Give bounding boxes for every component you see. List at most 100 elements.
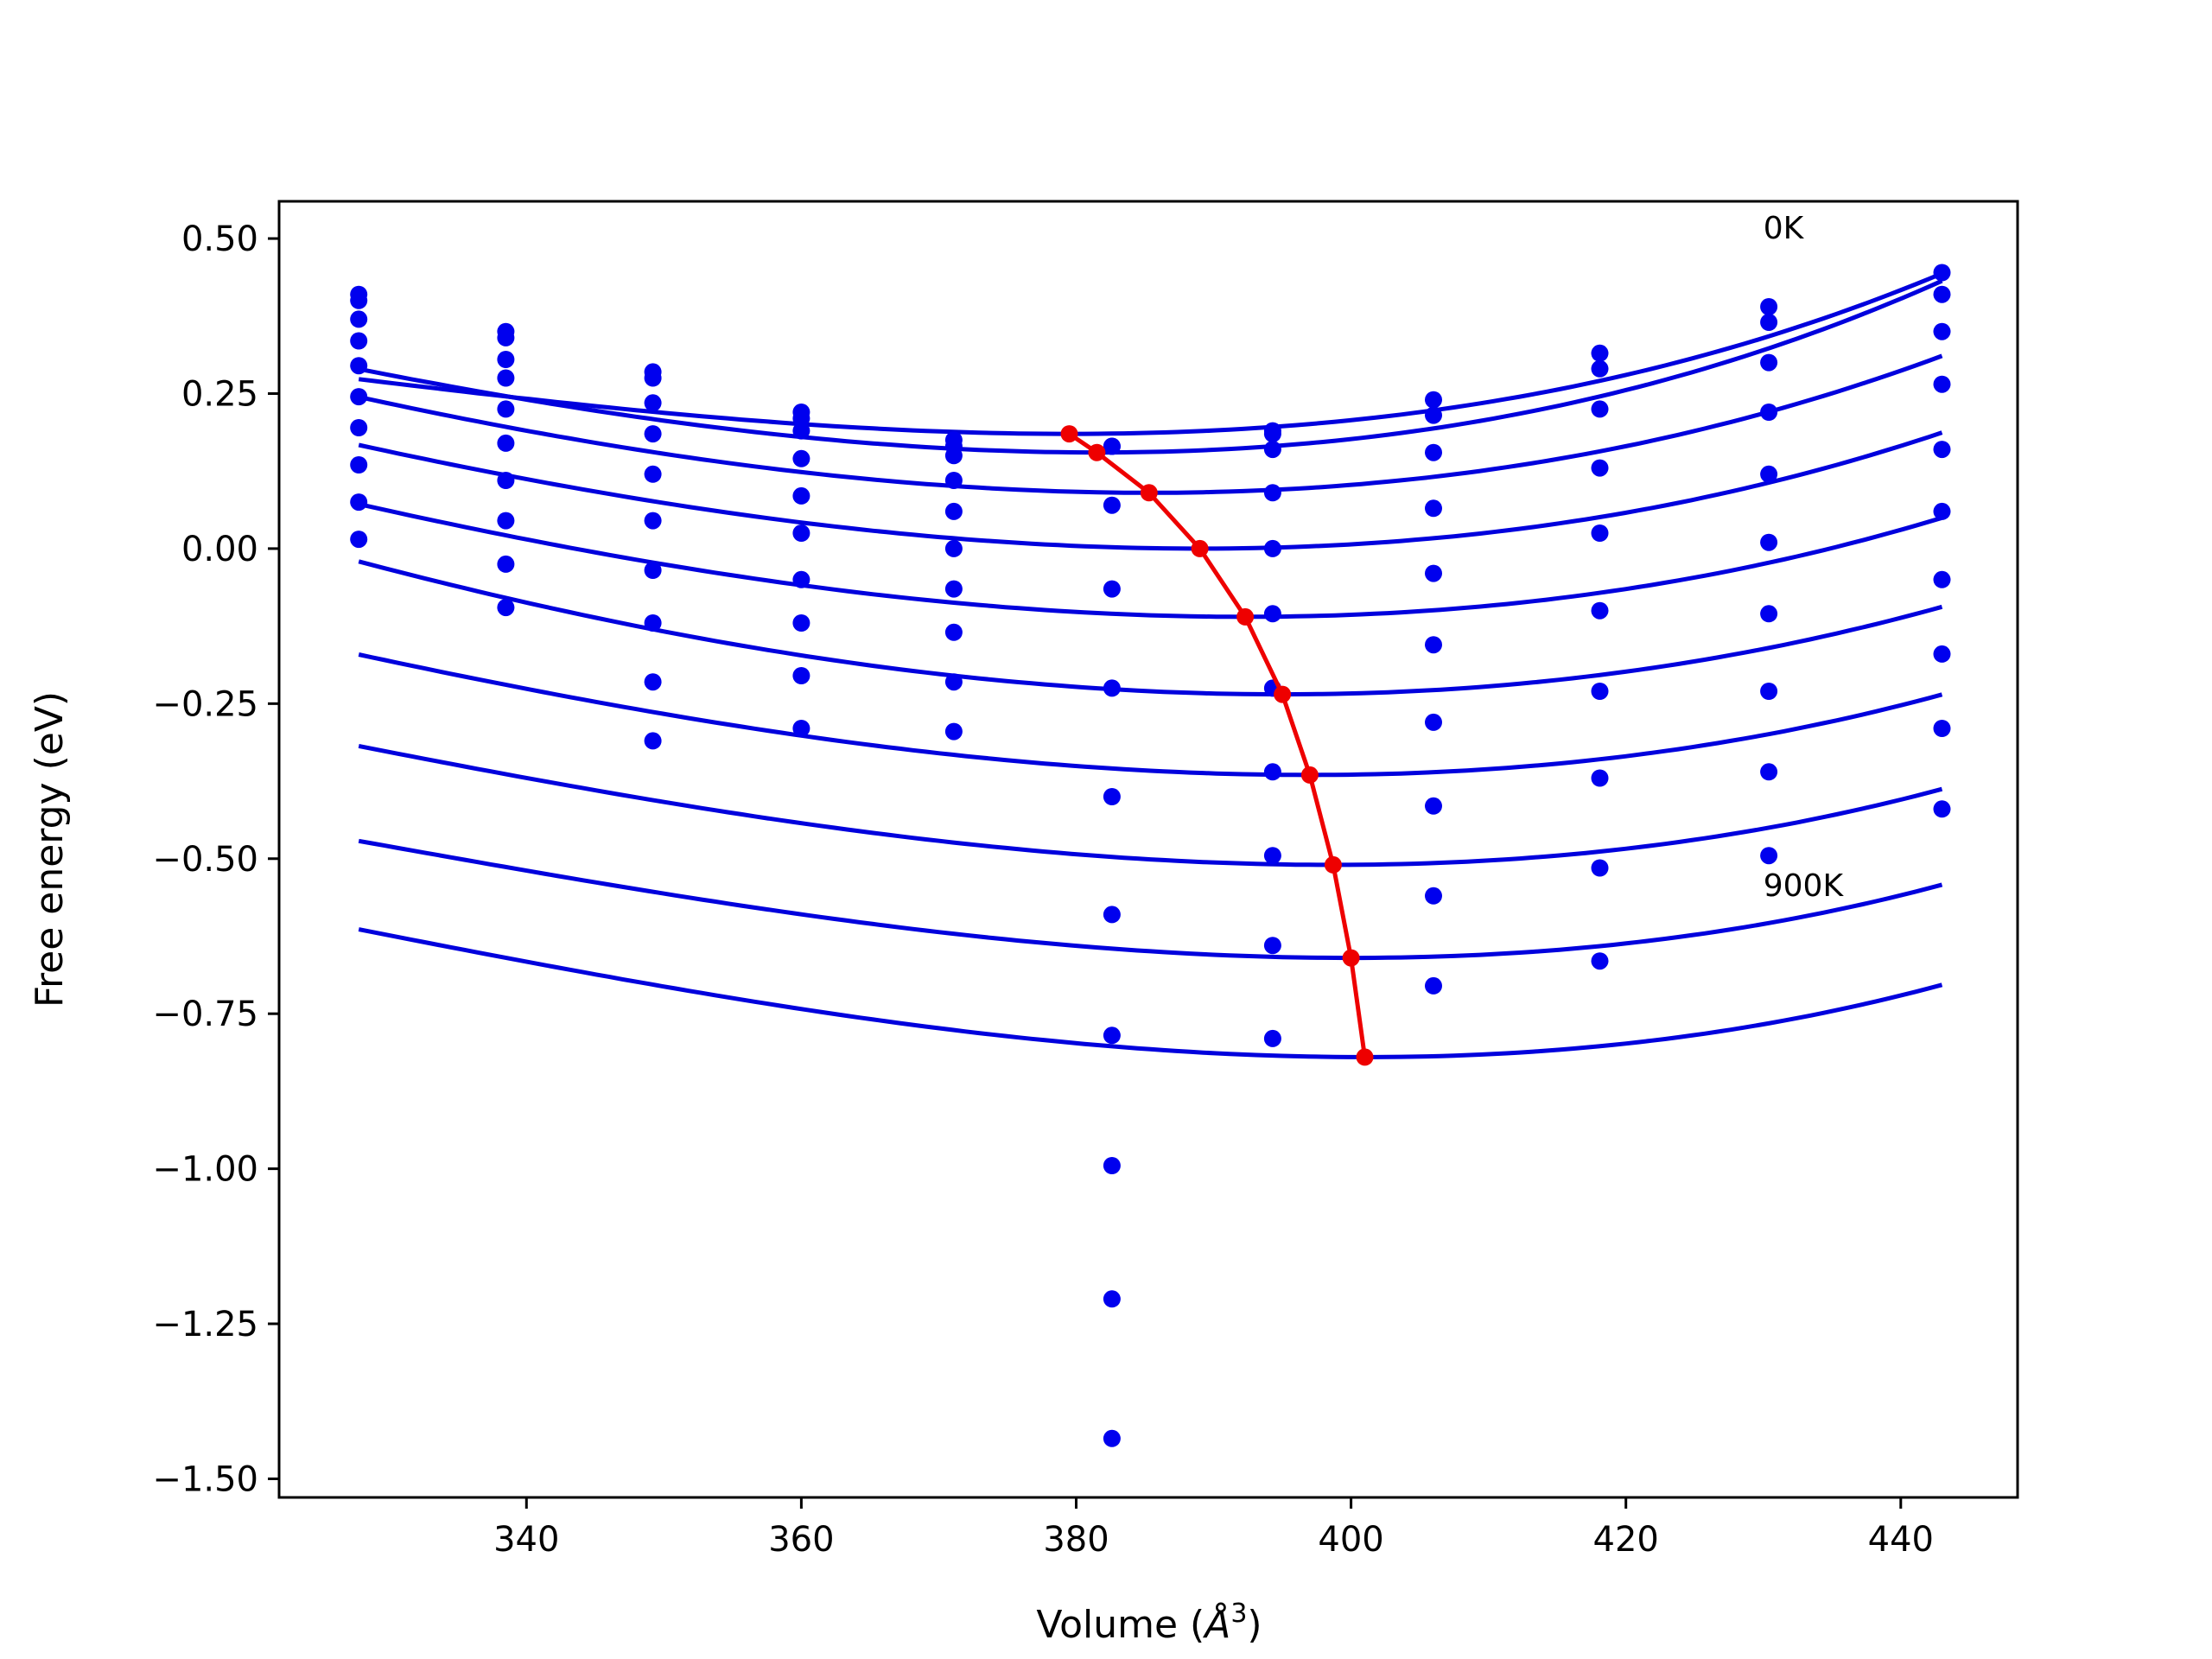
data-point bbox=[944, 722, 963, 741]
data-point bbox=[792, 667, 810, 684]
data-point bbox=[792, 524, 810, 542]
data-point bbox=[792, 614, 810, 632]
data-point bbox=[350, 493, 368, 512]
data-point bbox=[1933, 570, 1951, 588]
data-point bbox=[1760, 763, 1778, 781]
data-point bbox=[1263, 1029, 1281, 1047]
data-point bbox=[944, 472, 963, 489]
data-points bbox=[350, 264, 1951, 1447]
data-point bbox=[1933, 800, 1951, 818]
data-point bbox=[644, 732, 662, 750]
data-point bbox=[1425, 564, 1442, 582]
data-point bbox=[1103, 679, 1121, 697]
fit-curve-9 bbox=[358, 927, 1943, 1059]
data-point bbox=[1425, 887, 1442, 905]
data-point bbox=[1425, 391, 1442, 409]
data-point bbox=[1425, 797, 1442, 815]
y-axis-ticks: 0.50 0.25 0.00 −0.25 −0.50 −0.75 −1.00 −1.25 −1.… bbox=[152, 219, 279, 1499]
minimum-path-point bbox=[1300, 766, 1319, 784]
data-point bbox=[350, 357, 368, 375]
data-point bbox=[944, 623, 963, 641]
data-point bbox=[1760, 298, 1778, 315]
fit-curves bbox=[358, 271, 1943, 1059]
data-point bbox=[1591, 683, 1609, 700]
data-point bbox=[1263, 539, 1281, 557]
data-point bbox=[1425, 499, 1442, 518]
data-point bbox=[1103, 1429, 1121, 1447]
data-point bbox=[1263, 441, 1281, 459]
data-point bbox=[1933, 285, 1951, 303]
data-point bbox=[1425, 713, 1442, 731]
minimum-path-point bbox=[1140, 484, 1158, 502]
data-point bbox=[1263, 425, 1281, 443]
data-point bbox=[1760, 314, 1778, 331]
data-point bbox=[644, 465, 662, 483]
data-point bbox=[1591, 400, 1609, 418]
x-tick-label: 440 bbox=[1868, 1520, 1934, 1560]
fit-curve-5 bbox=[358, 559, 1943, 697]
data-point bbox=[1263, 763, 1281, 781]
y-tick-label: −0.25 bbox=[152, 684, 258, 724]
x-tick-label: 360 bbox=[768, 1520, 834, 1560]
x-axis-ticks: 340 360 380 400 420 440 bbox=[493, 1497, 1934, 1560]
data-point bbox=[1760, 533, 1778, 551]
data-point bbox=[1933, 502, 1951, 520]
y-tick-label: −1.00 bbox=[152, 1150, 258, 1190]
x-tick-label: 400 bbox=[1318, 1520, 1383, 1560]
data-point bbox=[1425, 636, 1442, 654]
minimum-path-point bbox=[1060, 425, 1078, 443]
data-point bbox=[1103, 580, 1121, 598]
fit-curve-0 bbox=[358, 271, 1943, 436]
data-point bbox=[1760, 605, 1778, 623]
data-point bbox=[1263, 605, 1281, 623]
data-point bbox=[644, 369, 662, 387]
y-tick-label: −1.25 bbox=[152, 1305, 258, 1344]
data-point bbox=[1760, 404, 1778, 421]
data-point bbox=[1103, 1290, 1121, 1308]
data-point bbox=[644, 614, 662, 632]
data-point bbox=[944, 673, 963, 691]
data-point bbox=[1933, 720, 1951, 737]
data-point bbox=[1263, 484, 1281, 502]
data-point bbox=[1103, 437, 1121, 455]
y-tick-label: 0.50 bbox=[181, 219, 258, 259]
data-point bbox=[1591, 344, 1609, 362]
data-point bbox=[1760, 353, 1778, 372]
y-axis-label: Free energy (eV) bbox=[28, 691, 72, 1007]
plot-frame bbox=[277, 200, 2019, 1499]
annotation-label: 900K bbox=[1764, 868, 1845, 904]
minimum-path-point bbox=[1356, 1048, 1374, 1066]
data-point bbox=[792, 410, 810, 428]
data-point bbox=[1103, 1027, 1121, 1045]
data-point bbox=[497, 351, 515, 368]
data-point bbox=[792, 449, 810, 467]
data-point bbox=[944, 539, 963, 557]
fit-curve-8 bbox=[358, 838, 1943, 961]
fit-curve-7 bbox=[358, 743, 1943, 868]
minimum-path bbox=[1060, 425, 1374, 1066]
annotation-label: 0K bbox=[1764, 211, 1805, 246]
data-point bbox=[1591, 524, 1609, 542]
data-point bbox=[497, 434, 515, 452]
x-axis-label: Volume (Å3) bbox=[1036, 1599, 1262, 1647]
data-point bbox=[497, 472, 515, 489]
data-point bbox=[1263, 937, 1281, 955]
data-point bbox=[350, 310, 368, 328]
data-point bbox=[1591, 601, 1609, 620]
data-point bbox=[1760, 683, 1778, 700]
y-tick-label: 0.00 bbox=[181, 530, 258, 569]
data-point bbox=[1760, 465, 1778, 483]
data-point bbox=[497, 512, 515, 530]
minimum-path-point bbox=[1274, 685, 1292, 703]
data-point bbox=[497, 555, 515, 573]
data-point bbox=[350, 332, 368, 350]
data-point bbox=[792, 486, 810, 505]
data-point bbox=[1591, 859, 1609, 877]
data-point bbox=[1591, 359, 1609, 378]
fit-curve-6 bbox=[358, 652, 1943, 778]
data-point bbox=[1933, 375, 1951, 393]
data-point bbox=[792, 422, 810, 440]
minimum-path-point bbox=[1088, 443, 1106, 461]
